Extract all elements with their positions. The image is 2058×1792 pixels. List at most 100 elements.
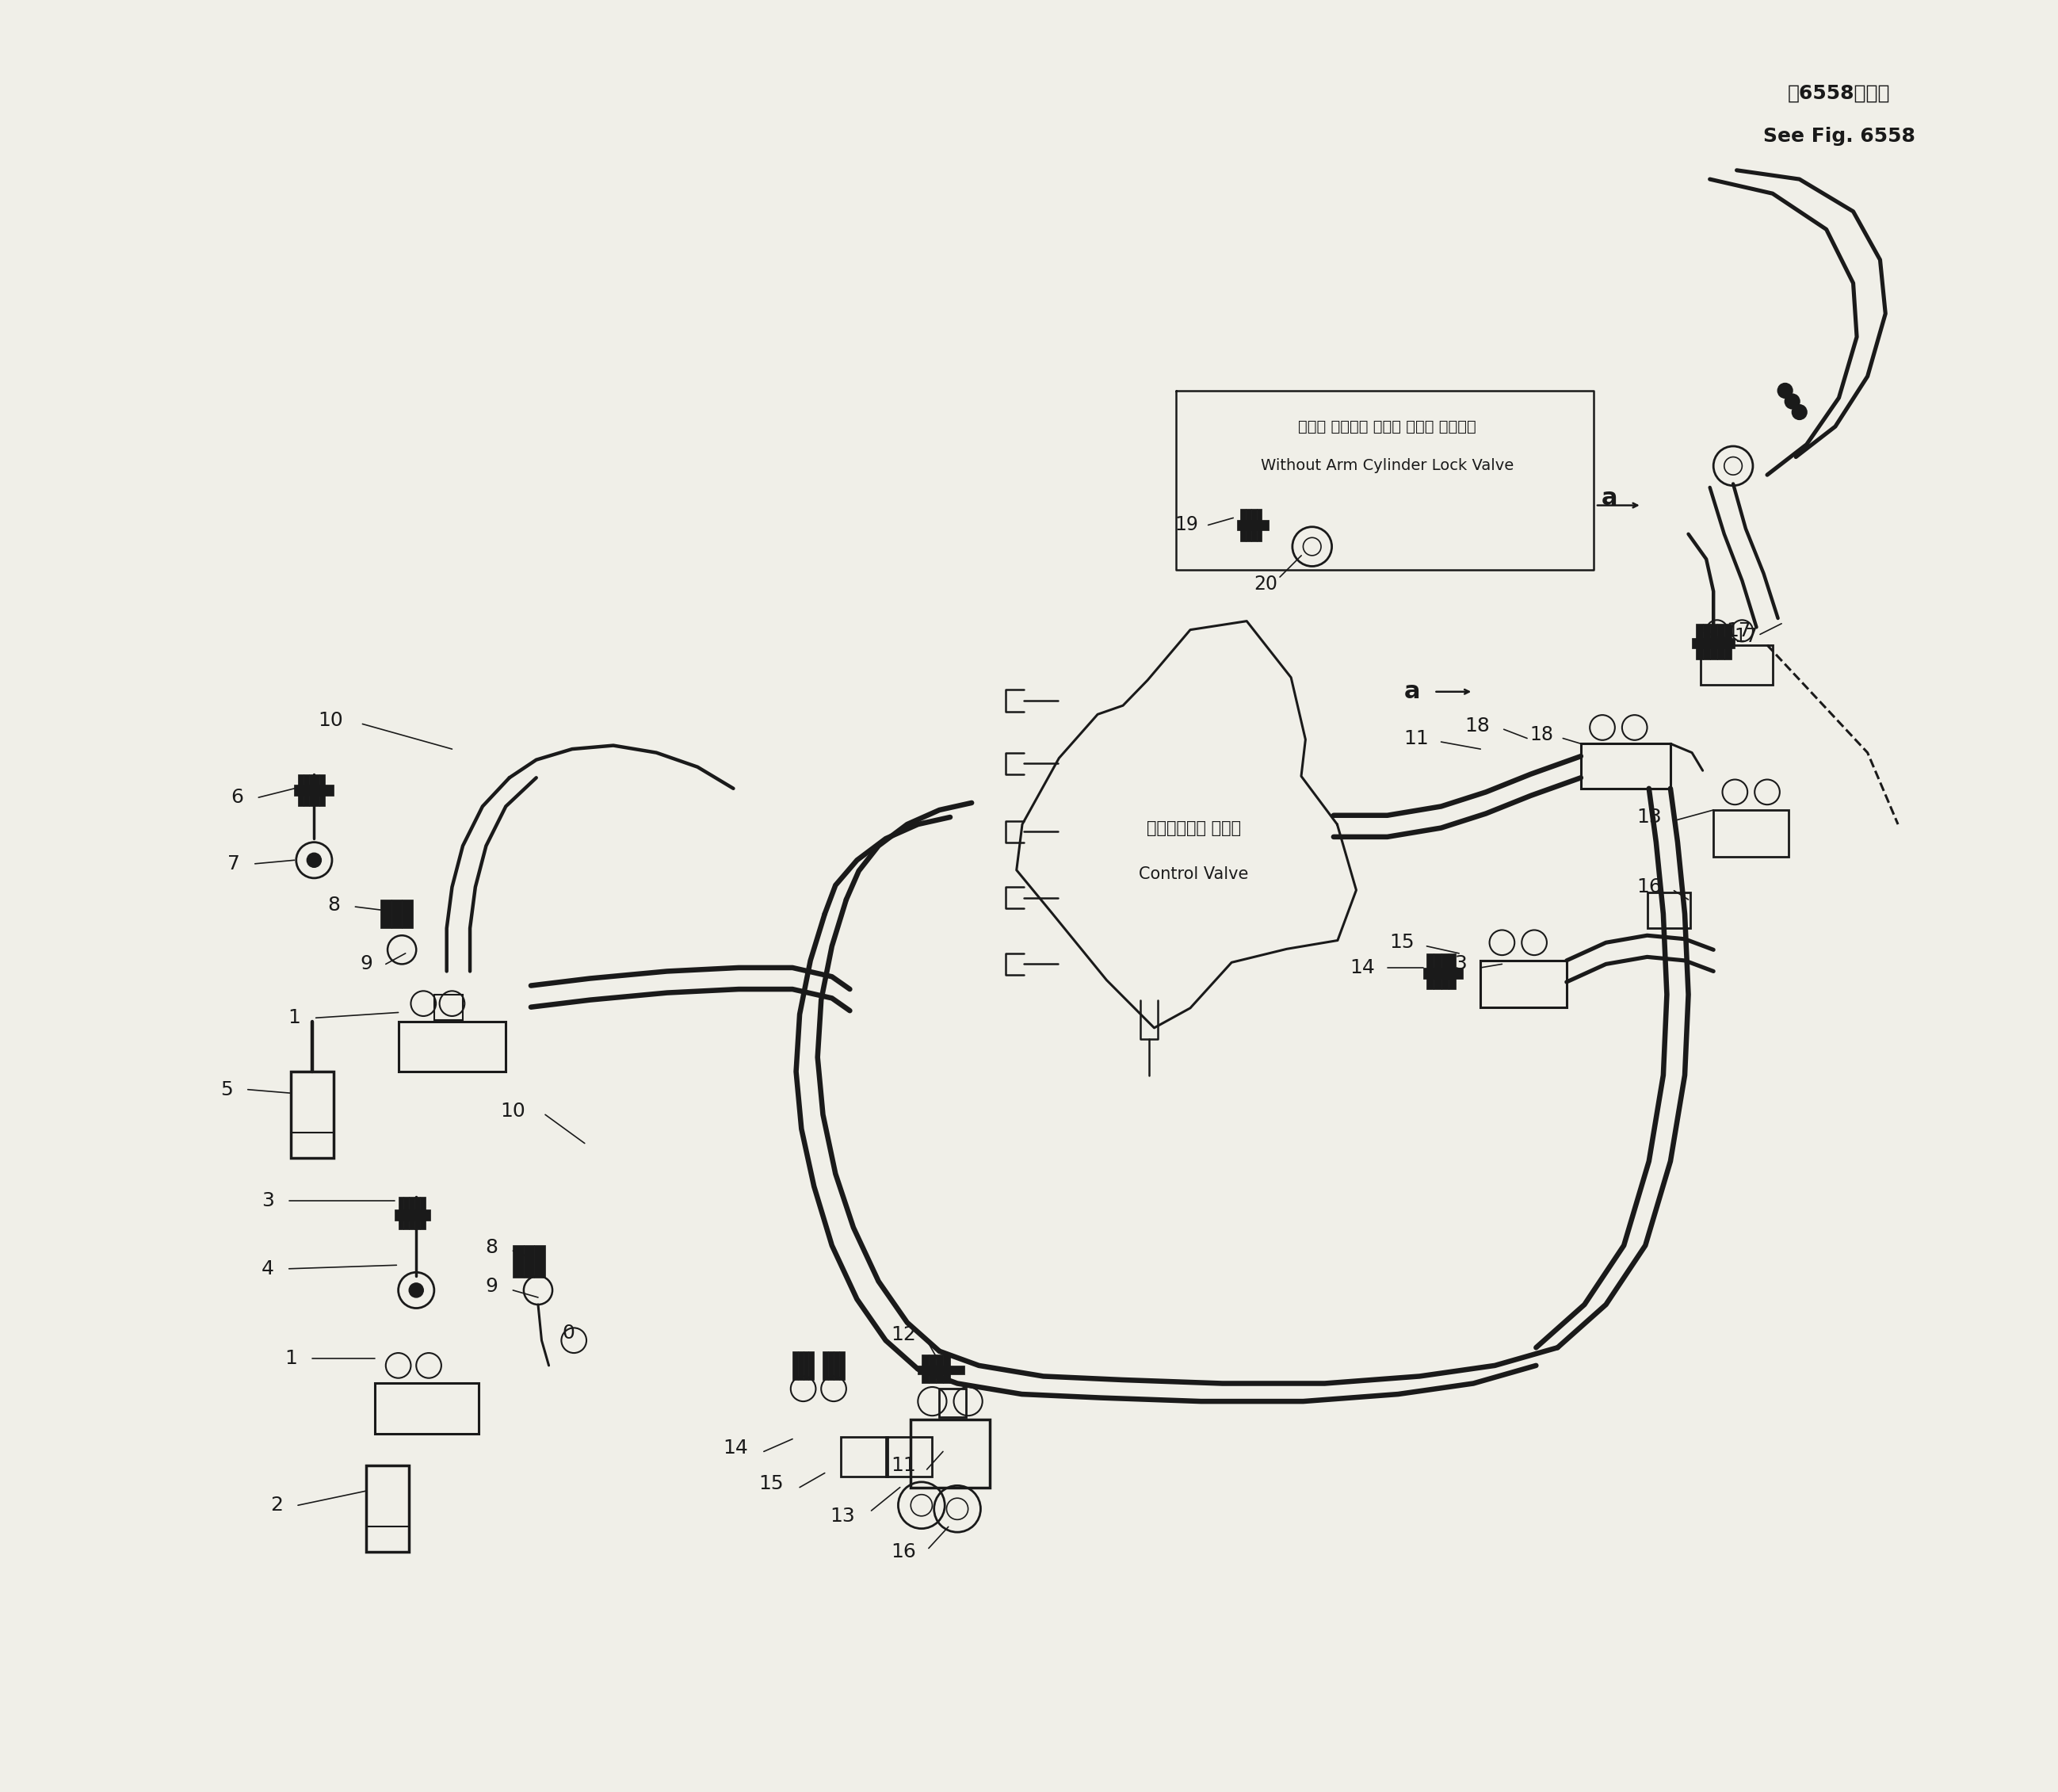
Text: 15: 15 — [1389, 934, 1414, 952]
Bar — [1441, 953, 1449, 989]
Text: Without Arm Cylinder Lock Valve: Without Arm Cylinder Lock Valve — [1262, 459, 1515, 473]
Bar — [1725, 624, 1731, 659]
Text: 11: 11 — [891, 1457, 916, 1475]
Text: 16: 16 — [1636, 878, 1661, 896]
Bar — [792, 1351, 799, 1380]
Bar — [319, 774, 325, 806]
Text: 8: 8 — [486, 1238, 498, 1256]
Text: コントロール バルブ: コントロール バルブ — [1146, 821, 1241, 835]
Circle shape — [1793, 405, 1807, 419]
Bar — [827, 1351, 833, 1380]
Bar — [1714, 810, 1788, 857]
Text: 9: 9 — [360, 955, 372, 973]
Bar — [1716, 624, 1725, 659]
Bar — [1241, 509, 1245, 541]
Bar — [1696, 624, 1702, 659]
Bar — [420, 1197, 426, 1229]
Circle shape — [307, 853, 321, 867]
Text: 18: 18 — [1529, 726, 1554, 744]
Bar — [1426, 953, 1434, 989]
Text: 14: 14 — [722, 1439, 747, 1457]
Text: 16: 16 — [891, 1543, 916, 1561]
Text: a: a — [1404, 681, 1420, 702]
Bar — [912, 1419, 990, 1487]
Bar — [395, 1210, 430, 1220]
Text: 第6558図参照: 第6558図参照 — [1788, 84, 1889, 102]
Bar — [885, 1437, 932, 1477]
Bar — [315, 774, 319, 806]
Text: 10: 10 — [317, 711, 344, 729]
Text: 19: 19 — [1175, 516, 1198, 534]
Text: 1: 1 — [284, 1349, 296, 1367]
Text: 18: 18 — [1465, 717, 1490, 735]
Text: 15: 15 — [759, 1475, 784, 1493]
Text: 0: 0 — [562, 1324, 574, 1342]
Bar — [414, 1197, 420, 1229]
Text: 17: 17 — [1733, 627, 1758, 645]
Bar — [938, 1389, 967, 1417]
Bar — [399, 1021, 506, 1072]
Text: 13: 13 — [1443, 955, 1467, 973]
Text: 13: 13 — [829, 1507, 856, 1525]
Text: 10: 10 — [500, 1102, 525, 1120]
Bar — [1702, 624, 1710, 659]
Bar — [366, 1466, 410, 1552]
Bar — [399, 1197, 403, 1229]
Bar — [809, 1351, 815, 1380]
Bar — [401, 900, 414, 928]
Bar — [918, 1366, 965, 1374]
Text: 11: 11 — [1404, 729, 1428, 747]
Text: 14: 14 — [1350, 959, 1375, 977]
Bar — [833, 1351, 840, 1380]
Text: 17: 17 — [1727, 622, 1751, 640]
Bar — [1237, 520, 1270, 530]
Text: 12: 12 — [891, 1326, 916, 1344]
Text: 6: 6 — [230, 788, 243, 806]
Bar — [535, 1245, 545, 1278]
Bar — [799, 1351, 803, 1380]
Bar — [298, 774, 303, 806]
Bar — [1434, 953, 1441, 989]
Bar — [1251, 509, 1257, 541]
Text: 9: 9 — [486, 1278, 498, 1296]
Text: 20: 20 — [1253, 575, 1278, 593]
Bar — [840, 1351, 844, 1380]
Circle shape — [1784, 394, 1799, 409]
Bar — [936, 1355, 943, 1383]
Bar — [434, 995, 463, 1020]
Bar — [842, 1437, 887, 1477]
Text: 8: 8 — [327, 896, 340, 914]
Bar — [1700, 645, 1772, 685]
Bar — [928, 1355, 936, 1383]
Bar — [512, 1245, 523, 1278]
Bar — [523, 1245, 535, 1278]
Text: 13: 13 — [1636, 808, 1661, 826]
Text: 2: 2 — [270, 1496, 282, 1514]
Text: 3: 3 — [261, 1192, 274, 1210]
Bar — [309, 774, 315, 806]
Text: 4: 4 — [261, 1260, 274, 1278]
Bar — [290, 1072, 333, 1158]
Bar — [803, 1351, 809, 1380]
Bar — [1581, 744, 1671, 788]
Bar — [391, 900, 401, 928]
Bar — [1449, 953, 1455, 989]
Bar — [922, 1355, 928, 1383]
Text: アーム シリンダ ロック バルブ 未装着時: アーム シリンダ ロック バルブ 未装着時 — [1299, 419, 1476, 434]
Bar — [1646, 892, 1690, 928]
Bar — [943, 1355, 951, 1383]
Text: 7: 7 — [226, 855, 241, 873]
Bar — [1692, 638, 1735, 649]
Text: 5: 5 — [220, 1081, 233, 1098]
Circle shape — [410, 1283, 424, 1297]
Bar — [1480, 961, 1566, 1007]
Text: a: a — [1601, 487, 1618, 509]
Bar — [1424, 968, 1463, 978]
Bar — [410, 1197, 414, 1229]
Bar — [294, 785, 333, 796]
Text: Control Valve: Control Valve — [1138, 867, 1249, 882]
Bar — [1257, 509, 1262, 541]
Text: See Fig. 6558: See Fig. 6558 — [1764, 127, 1914, 145]
Bar — [1710, 624, 1716, 659]
Bar — [823, 1351, 827, 1380]
